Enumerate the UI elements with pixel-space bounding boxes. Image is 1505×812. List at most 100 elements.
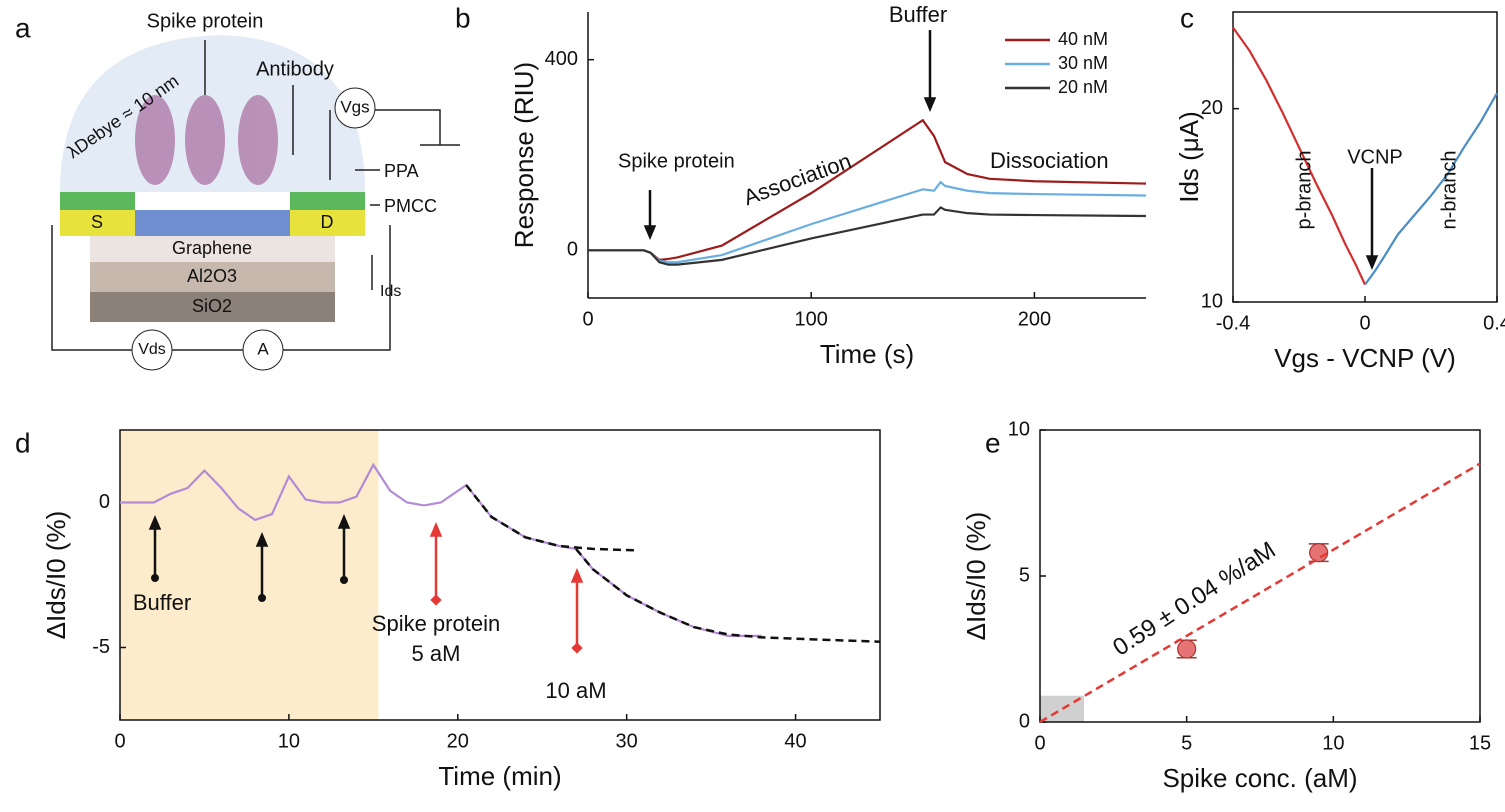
label: Al2O3 <box>187 266 237 286</box>
label: S <box>91 212 103 232</box>
panel-a: a Spike protein Antibody λDebye ≈ 10 nm … <box>15 10 460 371</box>
annotation: Dissociation <box>990 148 1109 173</box>
label: PMCC <box>384 196 437 216</box>
arrow-head <box>337 514 351 529</box>
y-axis-label: Ids (μA) <box>1174 111 1204 203</box>
proteins <box>135 95 278 185</box>
arrow-head <box>1365 255 1379 270</box>
x-tick-label: -0.4 <box>1216 312 1250 334</box>
x-axis-label: Spike conc. (aM) <box>1162 763 1357 793</box>
label: A <box>257 339 269 358</box>
ppa-s <box>60 192 135 210</box>
legend-label: 40 nM <box>1058 29 1108 49</box>
ammeter <box>242 329 284 371</box>
circuit <box>51 225 391 351</box>
y-tick-label: 0 <box>567 239 578 261</box>
x-tick-label: 0 <box>1034 732 1045 754</box>
annotation: n-branch <box>1438 151 1460 230</box>
y-axis-label: ΔIds/I0 (%) <box>961 512 991 641</box>
arrow-head <box>255 532 269 547</box>
label: PPA <box>384 161 419 181</box>
legend-label: 30 nM <box>1058 53 1108 73</box>
x-tick-label: 200 <box>1018 308 1051 330</box>
arrow-base <box>571 642 583 654</box>
sio2-layer <box>90 292 335 322</box>
y-tick-label: 0 <box>1019 710 1030 732</box>
arrow-head <box>923 97 937 112</box>
annotation: p-branch <box>1293 151 1315 230</box>
data-point <box>1177 639 1197 659</box>
label: Spike protein <box>147 10 264 32</box>
series-line <box>1232 26 1366 286</box>
arrow-head <box>570 568 584 583</box>
arrow-base <box>258 594 266 602</box>
graphene-layer <box>90 236 335 262</box>
y-tick-label: 5 <box>1019 564 1030 586</box>
y-tick-label: 10 <box>1008 418 1030 440</box>
series-line <box>588 206 1147 266</box>
series-line <box>1364 92 1498 286</box>
x-tick-label: 0 <box>114 730 125 752</box>
annotation: Spike protein <box>372 611 500 636</box>
arrow-head <box>643 225 657 240</box>
annotation: Spike protein <box>618 150 735 172</box>
annotation: 10 aM <box>545 678 606 703</box>
label: Graphene <box>172 238 252 258</box>
x-axis-label: Time (min) <box>438 761 561 791</box>
x-tick-label: 40 <box>784 730 806 752</box>
arrow-head <box>429 522 443 537</box>
arrow-base <box>430 594 442 606</box>
y-axis-label: Response (RIU) <box>509 62 539 248</box>
annotation: 5 aM <box>412 641 461 666</box>
series-line <box>575 548 881 643</box>
al2o3-layer <box>90 262 335 292</box>
series-line <box>465 484 636 552</box>
x-tick-label: 100 <box>795 308 828 330</box>
annotation: VCNP <box>1347 146 1403 168</box>
legend-label: 20 nM <box>1058 77 1108 97</box>
y-tick-label: 400 <box>545 48 578 70</box>
series-line <box>588 118 1147 262</box>
vds-meter <box>131 329 173 371</box>
y-tick-label: 10 <box>1201 290 1223 312</box>
x-tick-label: 10 <box>278 730 300 752</box>
x-axis-label: Vgs - VCNP (V) <box>1274 343 1456 373</box>
panel-letter: d <box>15 427 31 458</box>
data-point <box>1309 543 1329 563</box>
x-tick-label: 10 <box>1322 732 1344 754</box>
arrow-base <box>151 574 159 582</box>
label: Vds <box>138 341 166 358</box>
x-tick-label: 0 <box>582 308 593 330</box>
vgs-meter <box>334 87 376 129</box>
y-tick-label: -5 <box>92 636 110 658</box>
annotation: 0.59 ± 0.04 %/aM <box>1108 537 1280 662</box>
series-line <box>1039 462 1481 724</box>
panel-letter: a <box>15 12 31 43</box>
panel-letter: e <box>985 427 1001 458</box>
y-axis-label: ΔIds/I0 (%) <box>41 511 71 640</box>
shaded-region <box>120 430 379 720</box>
annotation: Buffer <box>133 590 191 615</box>
label: SiO2 <box>192 296 232 316</box>
ppa-d <box>290 192 365 210</box>
label: D <box>321 212 334 232</box>
y-tick-label: 20 <box>1201 97 1223 119</box>
x-tick-label: 0.4 <box>1483 312 1505 334</box>
arrow-head <box>148 515 162 530</box>
leader-lines <box>204 40 460 290</box>
label: Ids <box>380 283 401 300</box>
label: Vgs <box>340 97 369 116</box>
x-tick-label: 0 <box>1359 312 1370 334</box>
label: Antibody <box>256 58 334 80</box>
panel-letter: b <box>455 2 471 33</box>
y-tick-label: 0 <box>99 491 110 513</box>
panel-letter: c <box>1180 2 1194 33</box>
x-axis-label: Time (s) <box>820 339 914 369</box>
x-tick-label: 15 <box>1469 732 1491 754</box>
plot-frame <box>119 429 881 721</box>
channel <box>135 210 290 236</box>
x-tick-label: 30 <box>616 730 638 752</box>
annotation: Buffer <box>889 2 947 27</box>
arrow-base <box>340 576 348 584</box>
